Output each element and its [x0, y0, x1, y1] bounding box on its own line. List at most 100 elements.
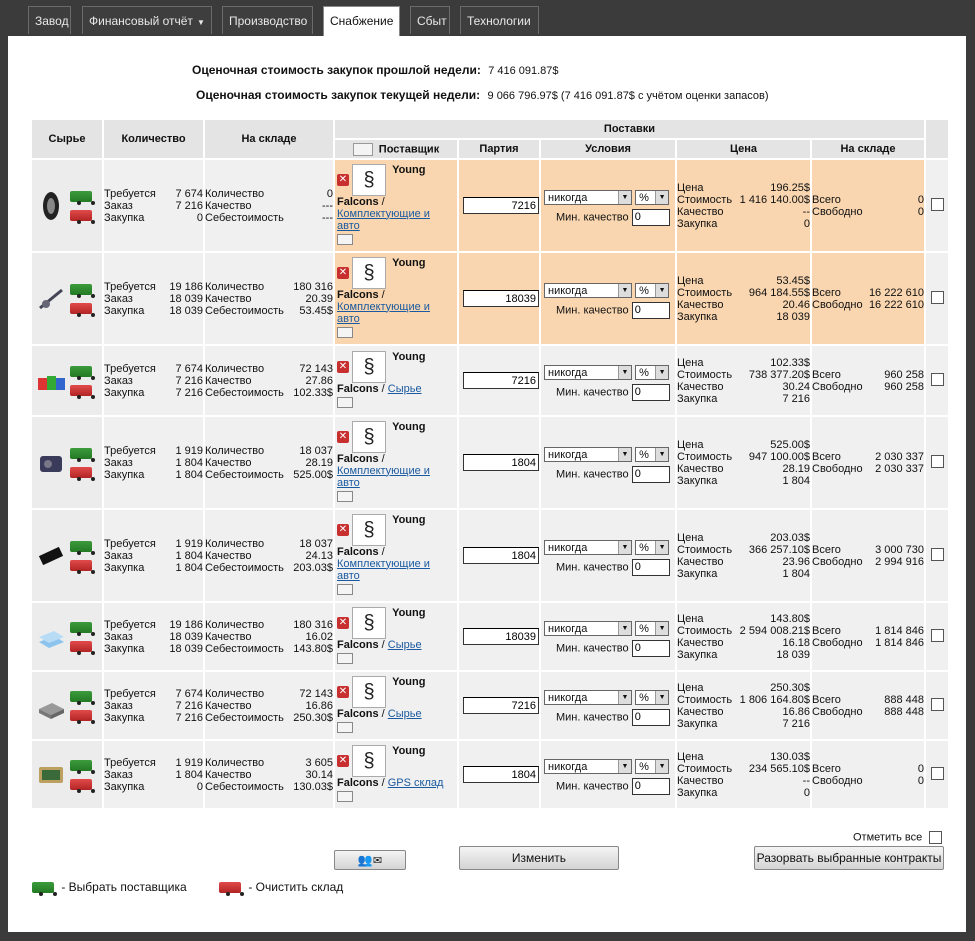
supplier-category-link[interactable]: Комплектующие и авто	[337, 464, 430, 489]
terms-select[interactable]: никогда ▼	[544, 446, 632, 462]
dragon-logo-icon[interactable]: §	[352, 350, 387, 383]
min-quality-input[interactable]	[631, 708, 670, 726]
envelope-icon[interactable]	[337, 490, 353, 502]
remove-supplier-icon[interactable]: ✕	[337, 754, 349, 767]
red-truck-icon[interactable]	[70, 302, 95, 317]
dragon-logo-icon[interactable]: §	[352, 420, 387, 453]
row-checkbox[interactable]	[930, 372, 944, 386]
supplier-category-link[interactable]: Комплектующие и авто	[337, 557, 430, 582]
envelope-icon[interactable]	[337, 396, 353, 408]
red-truck-icon[interactable]	[70, 384, 95, 399]
batch-input[interactable]	[463, 454, 539, 471]
green-truck-icon[interactable]	[70, 540, 95, 555]
dragon-logo-icon[interactable]: §	[352, 163, 387, 196]
percent-select[interactable]: % ▼	[635, 620, 670, 636]
terms-select[interactable]: никогда ▼	[544, 364, 632, 380]
terms-select[interactable]: никогда ▼	[544, 282, 632, 298]
percent-select[interactable]: % ▼	[635, 539, 670, 555]
dragon-logo-icon[interactable]: §	[352, 256, 387, 289]
min-quality-input[interactable]	[631, 208, 670, 226]
min-quality-input[interactable]	[631, 639, 670, 657]
row-checkbox[interactable]	[930, 197, 944, 211]
row-checkbox[interactable]	[930, 290, 944, 304]
min-quality-input[interactable]	[631, 301, 670, 319]
min-quality-input[interactable]	[631, 383, 670, 401]
total-value: 16 222 610	[868, 286, 924, 299]
red-truck-icon[interactable]	[70, 640, 95, 655]
green-truck-icon[interactable]	[70, 447, 95, 462]
envelope-icon[interactable]	[337, 326, 353, 338]
tab-supply[interactable]: Снабжение	[323, 6, 400, 37]
tab-technologies[interactable]: Технологии	[460, 6, 539, 34]
contacts-mail-button[interactable]: 👥✉	[334, 850, 406, 870]
remove-supplier-icon[interactable]: ✕	[337, 266, 349, 279]
min-quality-input[interactable]	[631, 465, 670, 483]
red-truck-icon[interactable]	[70, 466, 95, 481]
envelope-icon[interactable]	[337, 233, 353, 245]
break-contracts-button[interactable]: Разорвать выбранные контракты	[754, 846, 944, 870]
supplier-category-link[interactable]: Комплектующие и авто	[337, 300, 430, 325]
dragon-logo-icon[interactable]: §	[352, 744, 387, 777]
row-checkbox[interactable]	[930, 628, 944, 642]
tab-financial-report[interactable]: Финансовый отчёт ▼	[82, 6, 212, 34]
row-checkbox[interactable]	[930, 547, 944, 561]
batch-input[interactable]	[463, 197, 539, 214]
red-truck-icon[interactable]	[70, 209, 95, 224]
red-truck-icon[interactable]	[70, 778, 95, 793]
percent-select[interactable]: % ▼	[635, 189, 670, 205]
batch-input[interactable]	[463, 766, 539, 783]
batch-input[interactable]	[463, 372, 539, 389]
remove-supplier-icon[interactable]: ✕	[337, 685, 349, 698]
remove-supplier-icon[interactable]: ✕	[337, 173, 349, 186]
row-checkbox[interactable]	[930, 766, 944, 780]
percent-select[interactable]: % ▼	[635, 282, 670, 298]
green-truck-icon[interactable]	[70, 690, 95, 705]
remove-supplier-icon[interactable]: ✕	[337, 430, 349, 443]
envelope-icon[interactable]	[337, 721, 353, 733]
dragon-logo-icon[interactable]: §	[352, 606, 387, 639]
supplier-category-link[interactable]: Сырье	[387, 638, 422, 651]
green-truck-icon[interactable]	[70, 283, 95, 298]
batch-input[interactable]	[463, 290, 539, 307]
envelope-icon[interactable]	[352, 142, 373, 156]
red-truck-icon[interactable]	[70, 559, 95, 574]
terms-select[interactable]: никогда ▼	[544, 539, 632, 555]
supplier-category-link[interactable]: Сырье	[387, 707, 422, 720]
tab-sales[interactable]: Сбыт	[410, 6, 450, 34]
green-truck-icon[interactable]	[70, 190, 95, 205]
envelope-icon[interactable]	[337, 583, 353, 595]
mark-all-checkbox[interactable]	[929, 831, 943, 844]
envelope-icon[interactable]	[337, 652, 353, 664]
min-quality-input[interactable]	[631, 777, 670, 795]
percent-select[interactable]: % ▼	[635, 758, 670, 774]
change-button[interactable]: Изменить	[459, 846, 619, 870]
red-truck-icon[interactable]	[70, 709, 95, 724]
green-truck-icon[interactable]	[70, 759, 95, 774]
row-checkbox[interactable]	[930, 697, 944, 711]
row-checkbox[interactable]	[930, 454, 944, 468]
dragon-logo-icon[interactable]: §	[352, 513, 387, 546]
percent-select[interactable]: % ▼	[635, 689, 670, 705]
percent-select[interactable]: % ▼	[635, 446, 670, 462]
batch-input[interactable]	[463, 697, 539, 714]
supplier-category-link[interactable]: Комплектующие и авто	[337, 207, 430, 232]
remove-supplier-icon[interactable]: ✕	[337, 523, 349, 536]
batch-input[interactable]	[463, 547, 539, 564]
batch-input[interactable]	[463, 628, 539, 645]
terms-select[interactable]: никогда ▼	[544, 758, 632, 774]
remove-supplier-icon[interactable]: ✕	[337, 360, 349, 373]
envelope-icon[interactable]	[337, 790, 353, 802]
green-truck-icon[interactable]	[70, 365, 95, 380]
percent-select[interactable]: % ▼	[635, 364, 670, 380]
terms-select[interactable]: никогда ▼	[544, 189, 632, 205]
terms-select[interactable]: никогда ▼	[544, 620, 632, 636]
green-truck-icon[interactable]	[70, 621, 95, 636]
remove-supplier-icon[interactable]: ✕	[337, 616, 349, 629]
terms-select[interactable]: никогда ▼	[544, 689, 632, 705]
min-quality-input[interactable]	[631, 558, 670, 576]
supplier-category-link[interactable]: Сырье	[387, 382, 422, 395]
tab-production[interactable]: Производство	[222, 6, 313, 34]
tab-factory[interactable]: Завод	[28, 6, 71, 34]
supplier-category-link[interactable]: GPS склад	[387, 776, 444, 789]
dragon-logo-icon[interactable]: §	[352, 675, 387, 708]
